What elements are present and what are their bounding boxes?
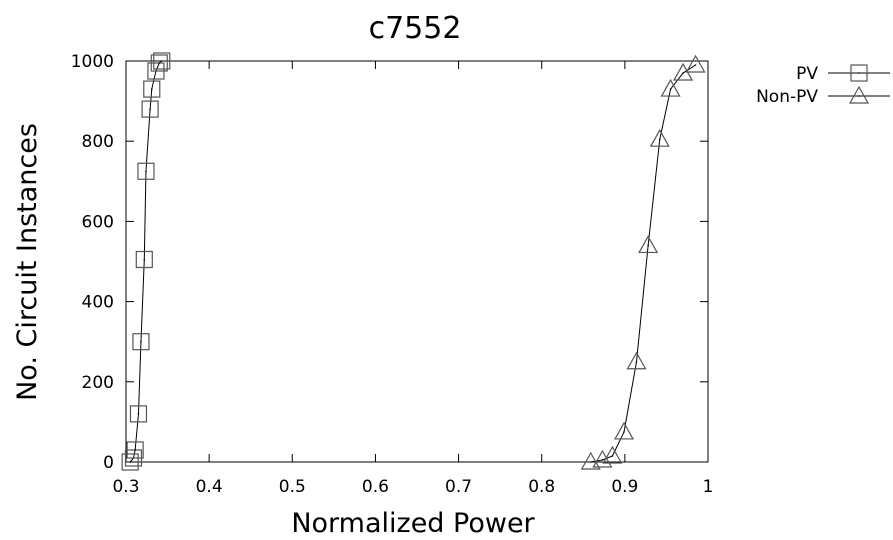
data-point-pv-center (150, 88, 153, 90)
data-point-non-pv (649, 128, 670, 147)
data-point-non-pv-center (682, 72, 684, 74)
data-point-pv (137, 162, 155, 180)
y-tick-label: 800 (82, 132, 114, 152)
data-point-pv (121, 453, 139, 471)
x-tick-label: 0.8 (528, 477, 555, 497)
data-point-non-pv-center (589, 461, 592, 463)
data-point-pv (143, 80, 161, 98)
data-point-pv-center (160, 60, 163, 62)
data-point-non-pv-center (669, 88, 672, 90)
x-tick-label: 0.7 (445, 477, 472, 497)
legend-marker-non-pv-center (858, 95, 860, 97)
data-point-pv (153, 52, 171, 70)
data-point-pv-center (129, 461, 131, 463)
x-axis-label: Normalized Power (291, 508, 535, 539)
y-tick-label: 0 (103, 453, 114, 473)
plot-frame (125, 60, 709, 463)
data-point-pv-center (149, 108, 151, 110)
y-tick-label: 400 (82, 293, 114, 313)
data-point-non-pv-center (635, 360, 638, 363)
x-tick-label: 1 (703, 477, 714, 497)
x-tick-label: 0.6 (362, 477, 389, 497)
x-tick-label: 0.9 (611, 477, 638, 497)
y-axis-label: No. Circuit Instances (12, 123, 43, 401)
x-tick-label: 0.3 (112, 477, 139, 497)
axis-ticks: 0.3 0.4 0.5 0.6 0.7 0.8 0.9 1 0 200 400 600 800 1000 (71, 52, 714, 497)
data-point-non-pv (602, 445, 623, 464)
data-point-non-pv (592, 449, 613, 468)
data-point-pv-center (137, 413, 140, 415)
series-markers (121, 52, 706, 471)
legend-marker-non-pv (848, 85, 870, 104)
y-tick-label: 1000 (71, 52, 114, 72)
data-point-non-pv (638, 235, 659, 254)
data-point-non-pv-center (611, 455, 614, 457)
legend-marker-pv-center (858, 72, 860, 74)
series-line-non-pv (590, 64, 696, 463)
legend: PV Non-PV (756, 64, 890, 107)
data-point-pv-center (145, 170, 147, 173)
legend-label-non-pv: Non-PV (756, 87, 818, 107)
x-tick-label: 0.5 (279, 477, 306, 497)
data-point-pv-center (143, 258, 146, 261)
data-point-pv-center (158, 62, 161, 64)
data-point-pv-center (140, 340, 142, 343)
legend-label-pv: PV (796, 64, 818, 84)
y-tick-label: 200 (82, 373, 114, 393)
series-lines (129, 60, 696, 463)
data-point-non-pv (660, 78, 681, 97)
x-tick-label: 0.4 (196, 477, 223, 497)
data-point-non-pv-center (658, 138, 661, 140)
data-point-pv (129, 405, 148, 423)
data-point-pv (126, 441, 144, 459)
data-point-pv (135, 250, 153, 269)
data-point-pv (150, 54, 168, 72)
y-tick-label: 600 (82, 212, 114, 232)
data-point-pv (141, 100, 159, 118)
legend-marker-pv (850, 64, 868, 82)
data-point-pv (132, 333, 150, 351)
data-point-pv-center (134, 449, 136, 451)
series-line-pv (129, 60, 163, 463)
data-point-non-pv (685, 54, 706, 73)
data-point-non-pv-center (647, 244, 649, 247)
chart-title: c7552 (369, 11, 462, 46)
data-point-non-pv (613, 421, 635, 440)
data-point-non-pv-center (623, 431, 625, 433)
data-point-non-pv-center (601, 459, 604, 461)
data-point-non-pv (626, 351, 647, 370)
data-point-non-pv (580, 451, 601, 470)
data-point-non-pv-center (694, 64, 697, 66)
